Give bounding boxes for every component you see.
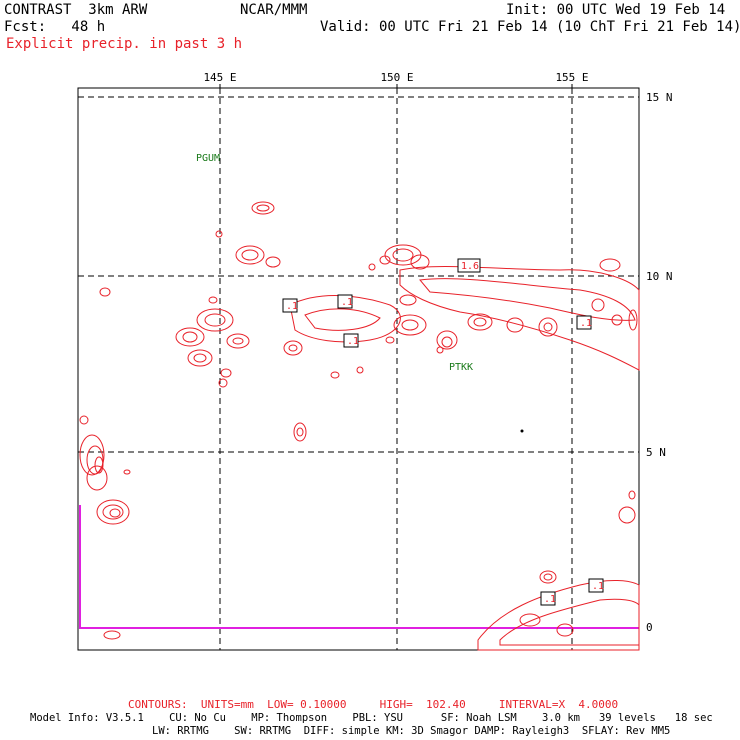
contour-label: 1.6	[461, 261, 479, 272]
station-label-ptkk: PTKK	[449, 362, 473, 373]
lon-label-145: 145 E	[203, 71, 236, 84]
map-frame	[77, 87, 640, 651]
lat-label-10: 10 N	[646, 270, 673, 283]
init-time: Init: 00 UTC Wed 19 Feb 14	[506, 2, 726, 18]
contour-label: .1	[341, 297, 353, 308]
contour-info: CONTOURS: UNITS=mm LOW= 0.10000 HIGH= 10…	[128, 698, 619, 711]
lon-label-150: 150 E	[380, 71, 413, 84]
contour-label: .1	[347, 336, 359, 347]
domain-boundary	[79, 505, 639, 629]
valid-time: Valid: 00 UTC Fri 21 Feb 14 (10 ChT Fri …	[320, 19, 740, 35]
model-info-line-1: Model Info: V3.5.1 CU: No Cu MP: Thompso…	[30, 712, 713, 724]
contour-label: .1	[544, 594, 556, 605]
model-info-line-2: LW: RRTMG SW: RRTMG DIFF: simple KM: 3D …	[152, 725, 671, 737]
top-ticks	[219, 84, 573, 88]
contour-label: .1	[592, 581, 604, 592]
model-title: CONTRAST 3km ARW	[4, 2, 148, 18]
forecast-hour: Fcst: 48 h	[4, 19, 106, 35]
lat-label-0: 0	[646, 621, 653, 634]
station-marker	[520, 429, 524, 433]
lon-label-155: 155 E	[555, 71, 588, 84]
station-label-pgum: PGUM	[196, 153, 220, 164]
field-name: Explicit precip. in past 3 h	[6, 36, 243, 52]
contour-label: .1	[286, 301, 298, 312]
graticule	[78, 88, 639, 650]
contour-label: .1	[580, 318, 592, 329]
contour-label-group: .1 .1 .1 1.6 .1 .1 .1	[282, 258, 604, 606]
lat-label-5: 5 N	[646, 446, 666, 459]
precip-contours	[79, 201, 640, 651]
lat-label-15: 15 N	[646, 91, 673, 104]
org-label: NCAR/MMM	[240, 2, 308, 18]
